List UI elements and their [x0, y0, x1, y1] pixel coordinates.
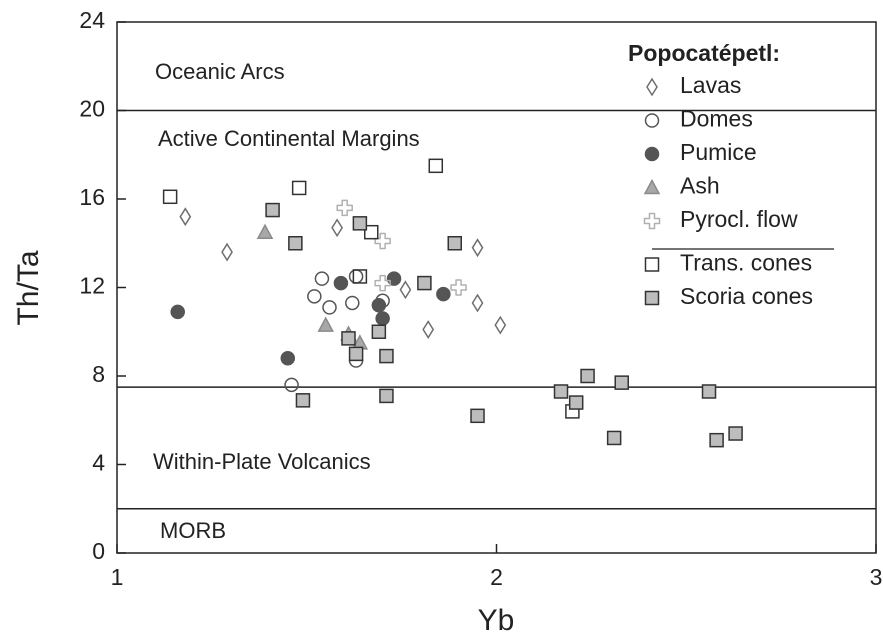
data-point	[379, 348, 394, 364]
data-point	[447, 236, 463, 251]
y-tick-label: 8	[92, 361, 105, 387]
data-point	[333, 275, 349, 291]
data-point	[728, 426, 743, 441]
data-point	[709, 432, 724, 448]
data-point	[317, 316, 334, 332]
data-point	[265, 202, 280, 218]
data-point	[614, 375, 629, 390]
data-point	[553, 384, 569, 399]
legend-title: Popocatépetl:	[628, 40, 780, 66]
data-point	[348, 269, 364, 284]
region-label: MORB	[160, 518, 226, 543]
legend-marker	[644, 290, 660, 306]
y-tick-label: 24	[79, 7, 105, 33]
legend-label: Scoria cones	[680, 283, 813, 309]
data-point	[428, 158, 444, 174]
y-tick-label: 4	[92, 450, 105, 476]
x-tick-label: 1	[111, 564, 124, 590]
data-point	[417, 275, 432, 291]
data-point	[471, 293, 484, 313]
data-point	[162, 189, 178, 205]
legend-label: Pumice	[680, 139, 757, 165]
data-point	[568, 395, 584, 410]
y-tick-label: 12	[79, 273, 105, 299]
data-point	[471, 238, 484, 258]
data-point	[379, 388, 394, 404]
data-point	[701, 384, 717, 399]
data-point	[371, 297, 387, 313]
data-point	[374, 274, 391, 292]
data-point	[450, 279, 467, 296]
data-point	[221, 242, 233, 262]
data-point	[331, 218, 343, 238]
data-point	[422, 320, 435, 339]
legend-marker	[644, 146, 660, 162]
data-point	[291, 180, 307, 196]
data-point	[371, 324, 387, 339]
legend-marker	[644, 257, 660, 272]
y-tick-label: 20	[79, 96, 105, 122]
data-point	[280, 351, 296, 366]
data-point	[606, 430, 622, 446]
legend-label: Pyrocl. flow	[680, 206, 798, 232]
data-point	[314, 271, 330, 286]
data-point	[494, 315, 507, 335]
data-point	[256, 223, 274, 239]
x-tick-label: 2	[490, 564, 503, 590]
data-point	[580, 368, 595, 384]
legend-label: Lavas	[680, 72, 741, 98]
data-point	[364, 224, 379, 240]
data-point	[295, 393, 311, 408]
data-point	[322, 300, 337, 315]
legend-marker	[643, 212, 661, 230]
data-point	[341, 331, 356, 346]
legend-label: Ash	[680, 173, 720, 199]
y-axis-label: Th/Ta	[12, 250, 45, 325]
region-label: Within-Plate Volcanics	[153, 449, 371, 474]
legend-marker	[646, 77, 658, 97]
data-point	[345, 295, 360, 311]
y-tick-label: 0	[92, 538, 105, 564]
y-tick-label: 16	[79, 184, 105, 210]
region-label: Oceanic Arcs	[155, 59, 285, 84]
data-point	[288, 236, 303, 251]
data-point	[352, 216, 368, 231]
legend-marker	[644, 113, 660, 128]
data-point	[436, 286, 451, 302]
data-point	[375, 311, 390, 326]
data-point	[348, 346, 364, 362]
data-point	[399, 280, 412, 300]
data-point	[307, 289, 322, 304]
data-point	[179, 207, 192, 227]
legend-label: Domes	[680, 106, 753, 132]
legend-label: Trans. cones	[680, 250, 812, 276]
data-point	[352, 269, 368, 284]
data-point	[284, 377, 299, 393]
region-label: Active Continental Margins	[158, 126, 420, 151]
legend-marker	[643, 178, 661, 195]
data-point	[470, 408, 485, 424]
x-tick-label: 3	[870, 564, 883, 590]
data-point	[170, 304, 185, 320]
data-point	[336, 199, 353, 217]
x-axis-label: Yb	[478, 604, 515, 637]
